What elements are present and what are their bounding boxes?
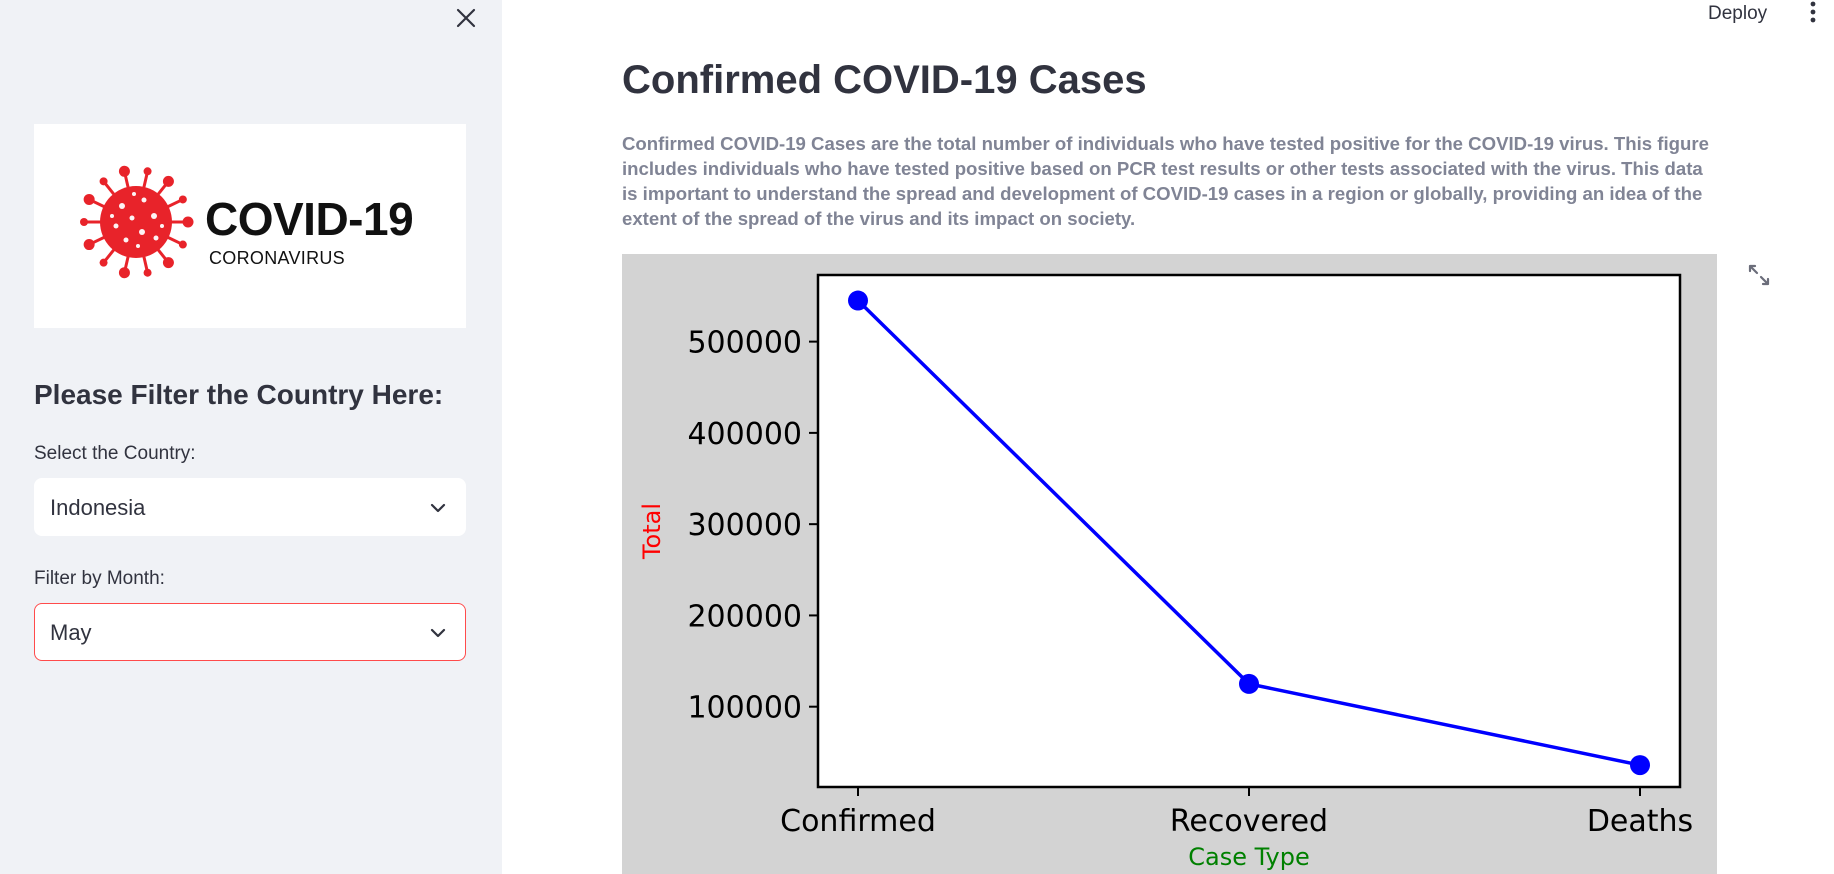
country-select-value: Indonesia — [50, 495, 146, 520]
x-axis-label: Case Type — [1188, 843, 1310, 871]
country-select[interactable]: Indonesia — [34, 478, 466, 536]
more-vertical-icon[interactable] — [1803, 0, 1823, 26]
y-tick-label: 200000 — [687, 599, 802, 634]
month-select-value: May — [50, 620, 92, 645]
line-chart: 100000 200000 300000 400000 500000 Confirmed R… — [638, 273, 1693, 871]
close-sidebar-button[interactable] — [451, 3, 481, 33]
deploy-button[interactable]: Deploy — [1708, 3, 1768, 24]
data-point — [1239, 673, 1259, 694]
y-tick-label: 400000 — [687, 417, 802, 452]
x-tick-label: Confirmed — [780, 804, 936, 839]
chart-container: 100000 200000 300000 400000 500000 Confirmed R… — [622, 254, 1717, 874]
logo-subtitle: CORONAVIRUS — [209, 248, 345, 268]
page-title: Confirmed COVID-19 Cases — [622, 58, 1147, 102]
chevron-down-icon — [430, 628, 446, 638]
month-label: Filter by Month: — [34, 568, 165, 589]
month-select[interactable]: May — [34, 603, 466, 661]
y-tick-label: 500000 — [687, 326, 802, 361]
chevron-down-icon — [430, 503, 446, 513]
page-description: Confirmed COVID-19 Cases are the total n… — [622, 133, 1709, 229]
plot-area — [816, 273, 1682, 789]
sidebar: COVID-19 CORONAVIRUS Please Filter the C… — [0, 0, 502, 874]
fullscreen-icon[interactable] — [1746, 262, 1772, 288]
y-tick-label: 100000 — [687, 691, 802, 726]
virus-icon — [80, 165, 194, 279]
country-label: Select the Country: — [34, 443, 196, 464]
data-point — [1630, 755, 1650, 776]
x-tick-label: Deaths — [1587, 804, 1693, 839]
filter-heading: Please Filter the Country Here: — [34, 379, 444, 410]
close-icon — [456, 8, 476, 28]
y-axis-label: Total — [638, 503, 666, 560]
logo-title: COVID-19 — [205, 193, 414, 245]
y-tick-label: 300000 — [687, 508, 802, 543]
data-point — [848, 290, 868, 311]
x-tick-label: Recovered — [1170, 804, 1328, 839]
